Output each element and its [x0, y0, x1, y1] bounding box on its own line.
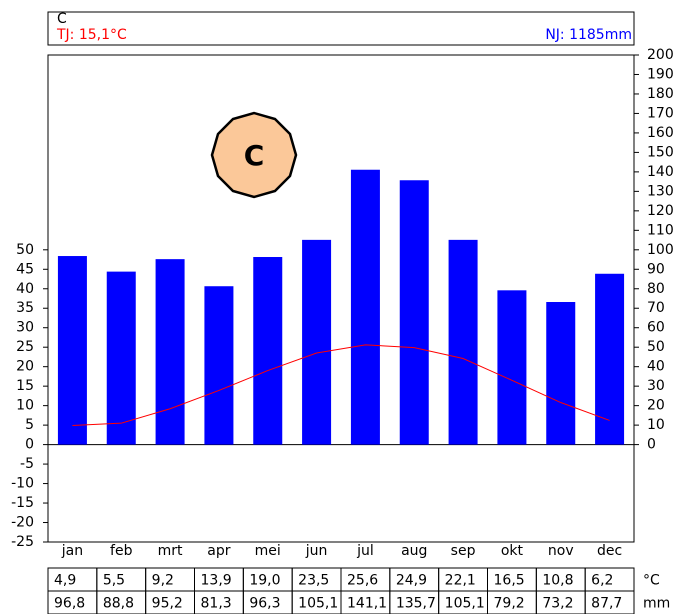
plot-area [47, 54, 635, 543]
table-value: 135,7 [396, 596, 436, 612]
bar [155, 259, 185, 445]
chart-title: C [57, 11, 67, 27]
y-tick-label: -10 [11, 476, 34, 492]
y-tick-label: 30 [16, 320, 34, 336]
table-unit: mm [643, 596, 670, 612]
y2-tick-label: 180 [647, 86, 674, 102]
table-value: 105,1 [298, 596, 338, 612]
annual-precipitation: NJ: 1185mm [545, 27, 632, 43]
table-value: 105,1 [445, 596, 485, 612]
x-tick-label: dec [597, 543, 622, 559]
table-value: 6,2 [591, 573, 613, 589]
x-tick-label: jan [61, 543, 83, 559]
annual-temperature: TJ: 15,1°C [56, 27, 127, 43]
y2-tick-label: 130 [647, 183, 674, 199]
bar [253, 257, 283, 445]
y-tick-label: -25 [11, 534, 34, 550]
bar [595, 273, 625, 445]
y-tick-label: 50 [16, 242, 34, 258]
bar [497, 290, 527, 445]
y2-tick-label: 0 [647, 437, 656, 453]
header-box [47, 11, 635, 46]
y2-tick-label: 120 [647, 203, 674, 219]
bar [399, 180, 429, 445]
bar [350, 169, 380, 445]
table-value: 88,8 [103, 596, 134, 612]
table-value: 16,5 [494, 573, 525, 589]
y-tick-label: -15 [11, 495, 34, 511]
y2-tick-label: 100 [647, 242, 674, 258]
table-value: 96,3 [249, 596, 280, 612]
x-tick-label: aug [401, 543, 427, 559]
y-tick-label: 0 [25, 437, 34, 453]
table-value: 79,2 [494, 596, 525, 612]
y-tick-label: 20 [16, 359, 34, 375]
table-value: 141,1 [347, 596, 387, 612]
x-tick-label: mei [255, 543, 281, 559]
y2-tick-label: 40 [647, 359, 665, 375]
y-tick-label: 45 [16, 261, 34, 277]
badge-label: C [244, 139, 265, 172]
table-unit: °C [643, 573, 660, 589]
bar [448, 239, 478, 445]
y2-tick-label: 60 [647, 320, 665, 336]
climate-badge [210, 111, 298, 199]
x-tick-label: apr [207, 543, 230, 559]
table-value: 22,1 [445, 573, 476, 589]
y2-tick-label: 10 [647, 417, 665, 433]
x-tick-label: jul [356, 543, 374, 559]
x-tick-label: nov [548, 543, 574, 559]
table-value: 87,7 [591, 596, 622, 612]
table-value: 95,2 [152, 596, 183, 612]
y-tick-label: 15 [16, 378, 34, 394]
table-value: 19,0 [249, 573, 280, 589]
x-tick-label: feb [110, 543, 133, 559]
table-value: 13,9 [201, 573, 232, 589]
y2-tick-label: 170 [647, 105, 674, 121]
table-value: 23,5 [298, 573, 329, 589]
x-tick-label: mrt [158, 543, 183, 559]
y2-tick-label: 110 [647, 222, 674, 238]
y-tick-label: -20 [11, 515, 34, 531]
y2-tick-label: 200 [647, 47, 674, 63]
table-value: 25,6 [347, 573, 378, 589]
bar [546, 302, 576, 445]
bar [302, 239, 332, 445]
y-tick-label: 25 [16, 339, 34, 355]
table-value: 81,3 [201, 596, 232, 612]
table-value: 10,8 [542, 573, 573, 589]
bar [57, 256, 87, 445]
table-value: 73,2 [542, 596, 573, 612]
temperature-line [72, 344, 610, 427]
y-tick-label: -5 [20, 456, 34, 472]
table-value: 9,2 [152, 573, 174, 589]
y-tick-label: 5 [25, 417, 34, 433]
y2-tick-label: 150 [647, 144, 674, 160]
x-tick-label: jun [305, 543, 328, 559]
table-value: 4,9 [54, 573, 76, 589]
y2-tick-label: 50 [647, 339, 665, 355]
y-tick-label: 40 [16, 281, 34, 297]
y2-tick-label: 30 [647, 378, 665, 394]
table-value: 24,9 [396, 573, 427, 589]
y2-tick-label: 90 [647, 261, 665, 277]
bar [204, 286, 234, 445]
y2-tick-label: 160 [647, 125, 674, 141]
y2-tick-label: 140 [647, 164, 674, 180]
y-tick-label: 35 [16, 300, 34, 316]
table-cell [584, 590, 635, 614]
y2-tick-label: 70 [647, 300, 665, 316]
table-value: 5,5 [103, 573, 125, 589]
bar [106, 271, 136, 445]
y2-tick-label: 80 [647, 281, 665, 297]
y-tick-label: 10 [16, 398, 34, 414]
x-tick-label: okt [501, 543, 524, 559]
y2-tick-label: 190 [647, 66, 674, 82]
table-value: 96,8 [54, 596, 85, 612]
x-tick-label: sep [451, 543, 476, 559]
y2-tick-label: 20 [647, 398, 665, 414]
